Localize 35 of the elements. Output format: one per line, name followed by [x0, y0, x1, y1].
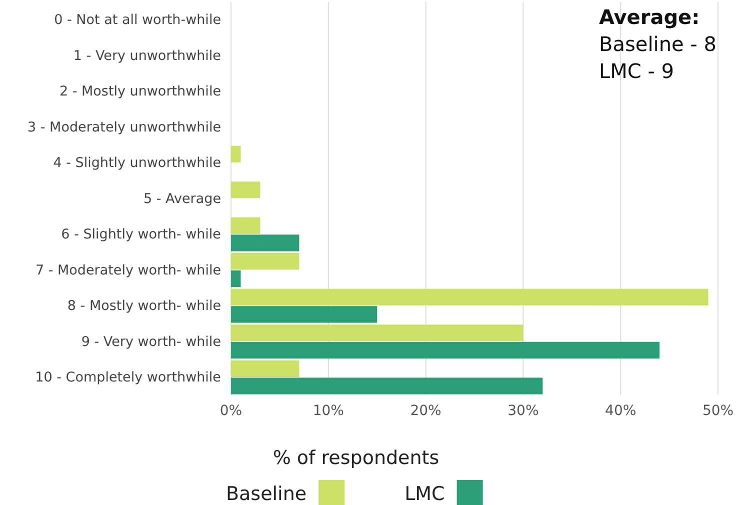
y-tick-label: 2 - Mostly unworthwhile: [59, 84, 221, 100]
bar: [231, 253, 300, 270]
annotation: LMC - 9: [599, 59, 674, 83]
bar: [231, 288, 708, 306]
bar: [231, 182, 260, 198]
x-tick-label: 20%: [410, 402, 442, 419]
bar: [231, 234, 300, 252]
y-tick-label: 4 - Slightly unworthwhile: [53, 155, 221, 172]
bar: [231, 306, 378, 323]
x-tick-label: 30%: [508, 402, 539, 419]
bar: [231, 217, 260, 234]
annotation: Average:: [599, 5, 700, 29]
y-tick-label: 1 - Very unworthwhile: [73, 48, 221, 64]
y-tick-label: 8 - Mostly worth- while: [67, 298, 221, 314]
y-tick-label: 6 - Slightly worth- while: [61, 226, 221, 243]
x-tick-label: 10%: [312, 402, 344, 419]
bar: [231, 378, 543, 394]
x-tick-label: 0%: [220, 402, 242, 419]
legend-label: Baseline: [226, 483, 307, 505]
y-tick-label: 7 - Moderately worth- while: [35, 262, 221, 278]
x-tick-label: 40%: [605, 402, 636, 419]
bar: [231, 324, 524, 342]
y-tick-label: 10 - Completely worthwhile: [35, 370, 221, 386]
x-axis-title: % of respondents: [272, 447, 440, 469]
y-tick-label: 5 - Average: [144, 190, 221, 207]
legend-label: LMC: [404, 483, 445, 505]
bar: [231, 360, 300, 377]
bar: [231, 146, 241, 162]
x-tick-label: 50%: [702, 402, 734, 419]
bar: [231, 270, 241, 288]
annotation: Baseline - 8: [599, 32, 716, 56]
y-tick-label: 0 - Not at all worth-while: [54, 12, 221, 28]
bar: [231, 342, 660, 359]
y-tick-label: 3 - Moderately unworthwhile: [28, 119, 221, 136]
y-tick-label: 9 - Very worth- while: [81, 334, 221, 350]
